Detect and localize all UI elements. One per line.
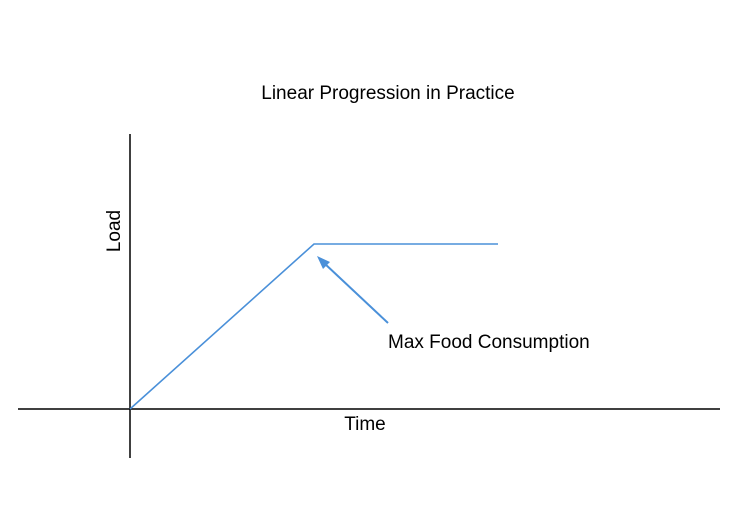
annotation-label: Max Food Consumption (388, 332, 590, 353)
series-line-0 (129, 243, 498, 410)
annotation-arrowhead (317, 256, 330, 269)
chart-title: Linear Progression in Practice (261, 83, 514, 104)
annotation-arrow-line (323, 262, 389, 324)
series-layer (129, 243, 498, 410)
y-axis-label: Load (104, 210, 125, 252)
x-axis-label: Time (344, 414, 386, 435)
